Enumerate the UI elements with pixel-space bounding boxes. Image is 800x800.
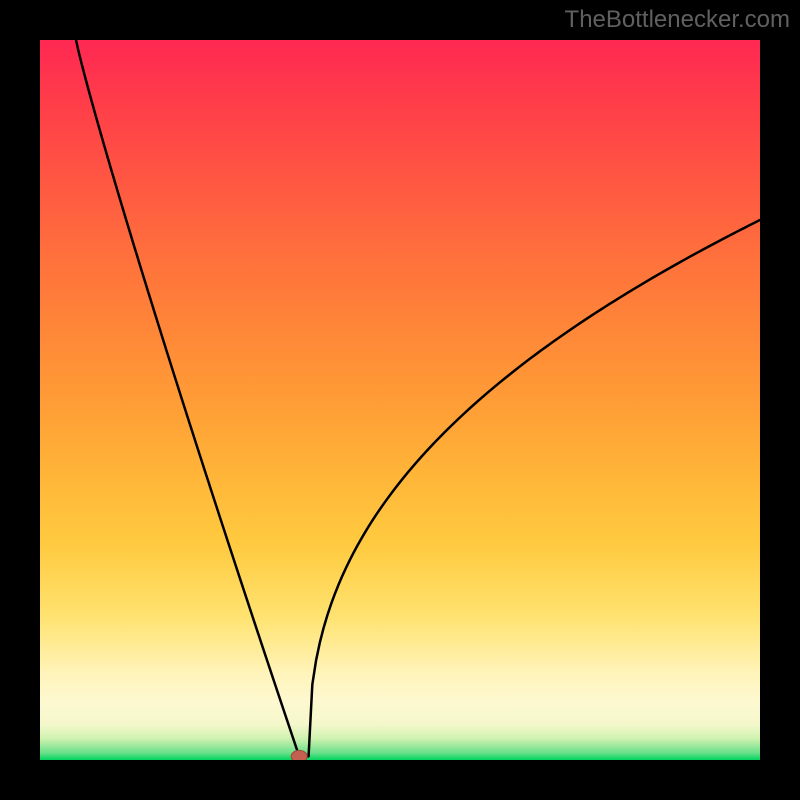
chart-background [40,40,760,760]
watermark-text: TheBottlenecker.com [565,6,790,34]
minimum-marker [291,750,307,760]
chart-plot-area [40,40,760,760]
chart-svg [40,40,760,760]
